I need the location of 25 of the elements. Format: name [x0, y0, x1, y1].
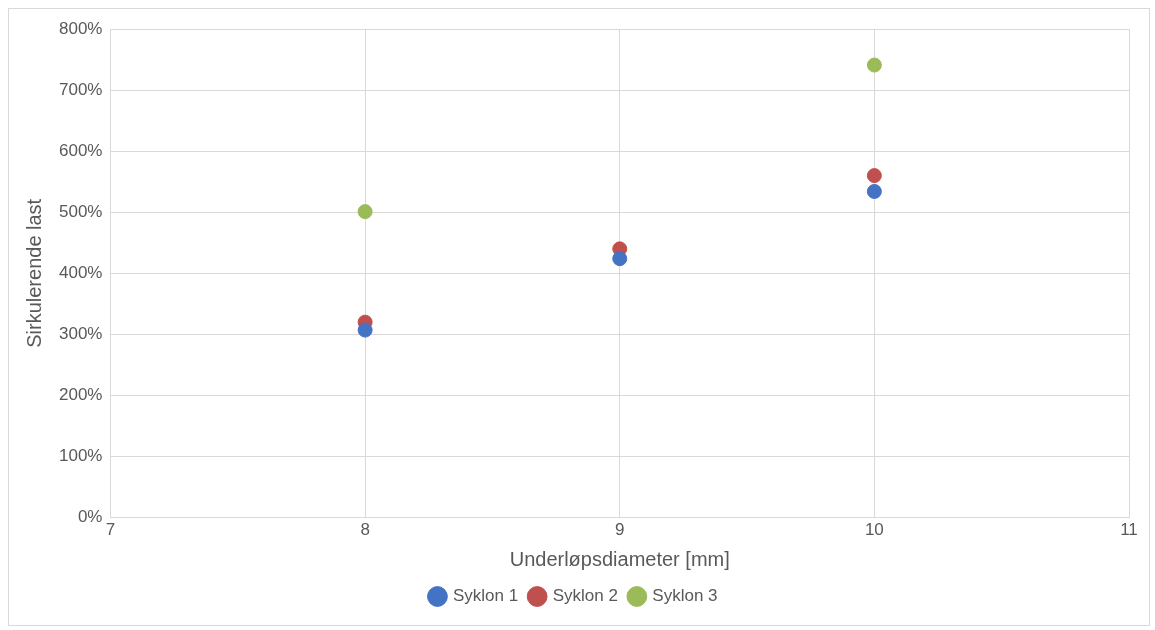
point [866, 57, 882, 73]
x-tick-label: 10 [864, 520, 884, 540]
point [612, 251, 628, 267]
legend-label: Syklon 3 [652, 586, 718, 606]
x-tick-label: 9 [615, 520, 625, 540]
x-tick-label: 7 [105, 520, 116, 540]
y-tick-label: 600% [59, 140, 103, 160]
point [357, 322, 373, 338]
y-tick-label: 800% [59, 18, 103, 38]
legend-label: Syklon 2 [552, 586, 618, 606]
y-axis-title: Sirkulerende last [22, 198, 45, 348]
y-tick-label: 300% [59, 324, 103, 344]
y-tick-label: 400% [59, 262, 103, 282]
x-axis-title: Underløpsdiameter [mm] [509, 547, 730, 570]
legend-label: Syklon 1 [452, 586, 519, 606]
x-tick-label: 8 [360, 520, 370, 540]
point [866, 183, 882, 199]
point [357, 204, 373, 220]
y-tick-label: 200% [59, 385, 103, 405]
y-tick-label: 0% [77, 507, 103, 527]
y-tick-label: 700% [59, 79, 103, 99]
point [866, 168, 882, 184]
y-tick-label: 500% [59, 201, 103, 221]
x-tick-label: 11 [1120, 520, 1138, 540]
y-tick-label: 100% [59, 446, 103, 466]
